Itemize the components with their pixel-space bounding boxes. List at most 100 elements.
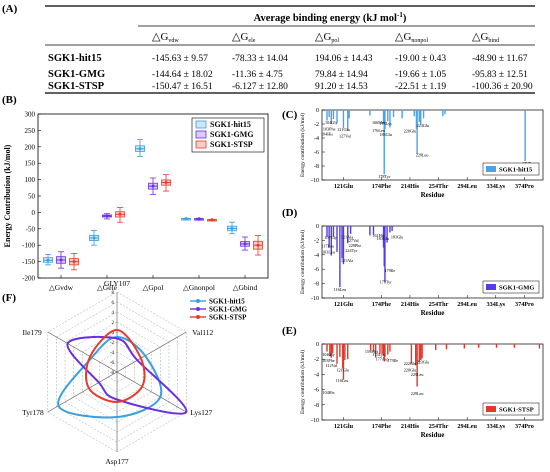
table-header-cell: △Gnonpol: [395, 31, 428, 44]
bar: [330, 226, 332, 256]
bar: [374, 344, 377, 358]
x-tick-label: 374Pro: [515, 183, 534, 190]
bar-annotation: 104His: [321, 131, 333, 136]
table-title: Average binding energy (kJ mol-1): [254, 11, 407, 24]
bar-annotation: 224Tyr: [345, 248, 358, 253]
radar-series-line: [66, 335, 188, 415]
y-tick-label: -6: [314, 150, 319, 156]
bar-annotation: 107Gly: [324, 235, 337, 240]
bar: [341, 226, 343, 259]
y-axis-label: Energy contribution (kJ/mol): [299, 113, 306, 177]
bar-annotation: 121Glu: [336, 367, 349, 372]
bar: [384, 110, 386, 129]
bar: [379, 344, 381, 354]
bar: [419, 110, 422, 125]
bar-chart-gmg: -10 -8 -6 -4 -2 0 Energy contribution (kJ/mol)…: [299, 224, 544, 317]
x-tick-label: 121Glu: [334, 423, 354, 430]
bar-annotation: 127Val: [339, 134, 352, 139]
bar: [339, 344, 341, 357]
x-tick-label: △Gpol: [143, 283, 164, 292]
x-tick-label: △Gbind: [233, 283, 258, 292]
legend-marker: [196, 307, 200, 311]
bar-annotation: 183Glu: [391, 234, 404, 239]
bar-annotation: 121Ala: [341, 234, 353, 239]
radar-axis-label: Tyr178: [22, 408, 44, 417]
box-mean-marker: [184, 216, 188, 221]
bar: [383, 226, 385, 267]
x-tick-label: 121Glu: [334, 301, 354, 308]
bar-annotation: 176Leu: [372, 128, 386, 133]
bar: [336, 226, 338, 252]
bar: [463, 344, 466, 349]
legend-label: SGK1-STSP: [210, 140, 253, 149]
radar-ring-label: -8: [110, 371, 115, 376]
table-body: SGK1-hit15 -145.63 ± 9.57 -78.33 ± 14.04 19…: [48, 53, 533, 92]
legend-swatch: [486, 406, 496, 412]
bar: [401, 110, 403, 119]
bar: [524, 110, 526, 162]
box-mean-marker: [230, 226, 234, 231]
bar: [381, 344, 383, 354]
legend-swatch: [195, 120, 207, 129]
x-tick-label: 121Glu: [334, 183, 354, 190]
bar: [386, 226, 388, 243]
radar-chart: 8 6 4 2 0 -2 -4 -6 -8 GLY107 Val112 Lys127 Asp177 Tyr…: [22, 279, 248, 466]
radar-series-line: [57, 335, 163, 419]
x-tick-label: 334Lys: [487, 301, 506, 308]
table-cell: 91.20 ± 14.53: [315, 82, 368, 92]
x-tick-label: 294Leu: [457, 423, 477, 430]
bar: [422, 110, 425, 119]
bar: [342, 226, 345, 265]
bar-annotation: 161His: [372, 233, 384, 238]
x-tick-label: 374Pro: [515, 301, 534, 308]
y-tick-label: -10: [311, 178, 319, 184]
x-tick-label: 174Phe: [372, 183, 392, 190]
bar-chart-stsp: -10 -8 -6 -4 -2 0 Energy contribution (kJ/mol)…: [299, 342, 544, 439]
legend-swatch: [195, 140, 207, 149]
radar-axis-label: Asp177: [105, 457, 129, 466]
table-cell: -100.36 ± 20.90: [472, 82, 533, 92]
bar: [410, 344, 413, 364]
bar: [342, 110, 345, 129]
bar-annotation: 103Phe: [322, 358, 335, 363]
panel-label-a: (A): [2, 3, 18, 15]
y-tick-label: 200: [25, 143, 36, 151]
bar-annotation: 116Leu: [336, 378, 350, 383]
bar: [389, 226, 391, 233]
bar: [372, 344, 375, 352]
bar-annotation: 104Gly: [322, 352, 335, 357]
bar: [414, 344, 417, 366]
x-tick-label: 214His: [401, 301, 420, 308]
y-tick-label: 0: [316, 108, 319, 114]
table-cell: -48.90 ± 11.67: [472, 54, 528, 64]
radar-ring-label: 2: [112, 321, 115, 326]
radar-axis-label: Lys127: [190, 408, 212, 417]
legend-marker: [196, 315, 200, 319]
table-header-row: △Gvdw △Gele △Gpol △Gnonpol △Gbind: [152, 31, 499, 44]
table-cell: -11.36 ± 4.75: [232, 70, 283, 80]
x-tick-label: 294Leu: [457, 183, 477, 190]
bar: [538, 344, 541, 349]
bar-annotation: 121Glu: [337, 127, 350, 132]
bar: [349, 226, 352, 234]
y-tick-label: 0: [316, 342, 319, 348]
x-axis-label: Residue: [421, 431, 445, 439]
x-tick-label: △Gnonpol: [183, 283, 215, 292]
bar: [326, 226, 328, 237]
y-tick-label: -2: [314, 122, 319, 128]
table-cell: 194.06 ± 14.43: [315, 54, 373, 64]
bar: [382, 110, 385, 124]
bar-annotation: 229Phe: [349, 243, 362, 248]
bar: [369, 226, 371, 236]
radar-axis-label: Ile179: [23, 328, 42, 337]
bar: [419, 344, 422, 360]
bar: [445, 344, 448, 350]
bar: [442, 110, 444, 117]
radar-ring-label: 0: [112, 331, 115, 336]
bar-annotation: 229Leu: [411, 372, 425, 377]
box-mean-marker: [151, 184, 155, 189]
bar: [392, 110, 395, 117]
y-tick-label: -10: [311, 418, 319, 424]
bar: [329, 344, 331, 357]
